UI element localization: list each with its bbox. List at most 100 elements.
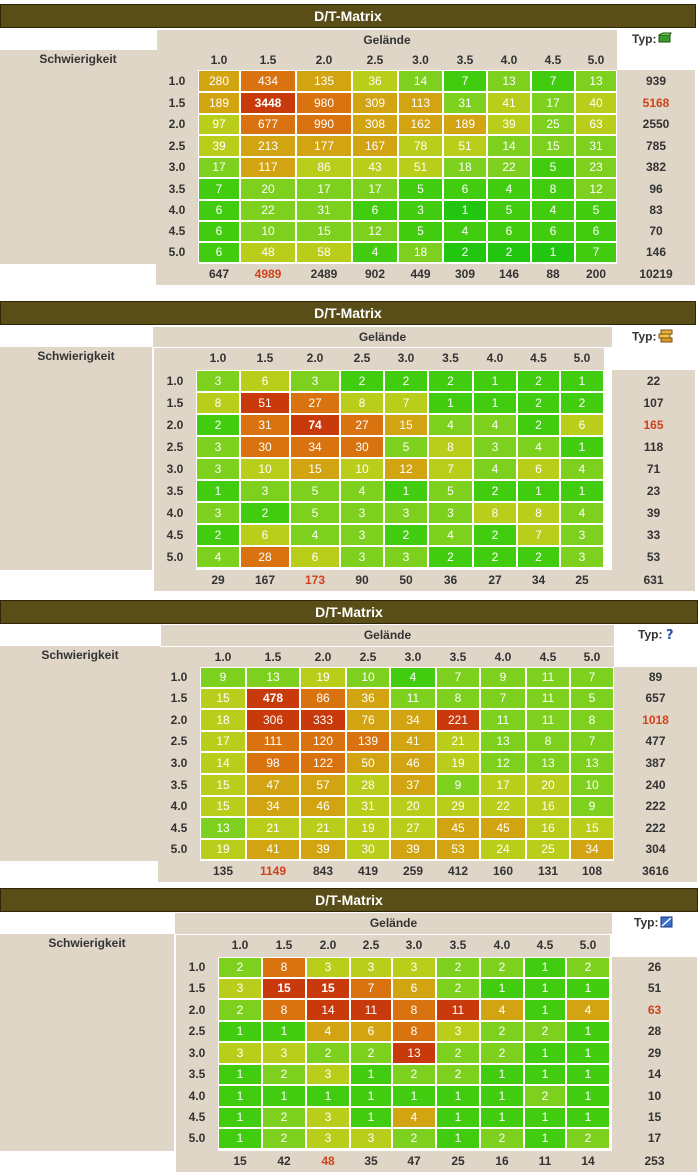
row-total: 240 (645, 778, 666, 792)
matrix-cell: 53 (436, 839, 480, 860)
matrix-cell: 8 (531, 178, 575, 200)
matrix-cell: 45 (436, 817, 480, 839)
matrix-cell: 15 (290, 458, 340, 480)
matrix-cell: 1 (566, 1021, 610, 1042)
difficulty-row-header: 4.0 (166, 506, 184, 520)
matrix-cell: 3 (306, 957, 350, 978)
row-total: 477 (645, 734, 666, 748)
row-total: 39 (646, 506, 661, 520)
matrix-cell: 1 (443, 200, 487, 221)
matrix-cell: 19 (300, 667, 346, 688)
matrix-cell: 39 (487, 114, 531, 135)
column-total: 843 (312, 864, 334, 878)
matrix-cell: 167 (352, 135, 398, 157)
matrix-cell: 135 (296, 70, 352, 92)
matrix-cell: 2 (473, 546, 517, 568)
matrix-cell: 17 (352, 178, 398, 200)
matrix-cell: 58 (296, 242, 352, 263)
column-totals-band (176, 1151, 697, 1172)
matrix-cell: 7 (575, 242, 617, 263)
matrix-cell: 3 (436, 1021, 480, 1042)
matrix-cell: 6 (290, 546, 340, 568)
row-total: 939 (645, 74, 667, 88)
matrix-cell: 1 (560, 480, 604, 502)
matrix-cell: 22 (480, 796, 526, 817)
matrix-cell: 8 (392, 999, 436, 1021)
matrix-cell: 10 (340, 458, 384, 480)
matrix-cell: 3 (428, 502, 473, 524)
difficulty-row-header: 5.0 (166, 550, 184, 564)
matrix-title: D/T-Matrix (0, 301, 696, 325)
difficulty-axis-label: Schwierigkeit (37, 349, 115, 363)
matrix-cell: 3 (196, 502, 240, 524)
matrix-cell: 18 (398, 242, 443, 263)
row-totals-band (612, 957, 697, 1151)
terrain-column-header: 2.5 (366, 53, 384, 67)
column-header-band (154, 348, 604, 370)
matrix-cell: 51 (240, 392, 290, 414)
matrix-cell: 76 (346, 709, 390, 731)
matrix-cell: 86 (300, 688, 346, 709)
mystery-cache-icon: ? (664, 627, 676, 644)
matrix-cell: 31 (443, 92, 487, 114)
matrix-cell: 41 (487, 92, 531, 114)
difficulty-row-header: 2.0 (188, 1003, 206, 1017)
column-total: 160 (492, 864, 514, 878)
matrix-cell: 1 (560, 436, 604, 458)
dt-matrix-panel: D/T-Matrix Schwierigkeit Gelände Typ: 1.0 1.5… (0, 301, 696, 592)
row-total: 222 (645, 799, 666, 813)
matrix-cell: 11 (350, 999, 392, 1021)
matrix-cell: 4 (340, 480, 384, 502)
matrix-cell: 7 (384, 392, 428, 414)
matrix-cell: 1 (473, 370, 517, 392)
matrix-cell: 221 (436, 709, 480, 731)
svg-text:?: ? (666, 628, 674, 641)
difficulty-row-header: 5.0 (170, 842, 188, 856)
matrix-cell: 51 (443, 135, 487, 157)
difficulty-row-header: 3.5 (170, 778, 188, 792)
column-total: 50 (399, 573, 413, 587)
matrix-cell: 1 (306, 1085, 350, 1107)
matrix-cell: 5 (531, 157, 575, 178)
difficulty-row-header: 2.0 (170, 713, 188, 727)
matrix-cell: 12 (480, 752, 526, 774)
matrix-cell: 1 (524, 999, 566, 1021)
matrix-cell: 17 (480, 774, 526, 796)
matrix-cell: 28 (346, 774, 390, 796)
matrix-cell: 10 (346, 667, 390, 688)
row-header-band (156, 70, 198, 264)
matrix-cell: 19 (200, 839, 246, 860)
matrix-cell: 34 (390, 709, 436, 731)
column-total: 47 (407, 1154, 421, 1168)
terrain-column-header: 2.0 (319, 938, 337, 952)
matrix-cell: 2 (340, 370, 384, 392)
row-total: 387 (645, 756, 666, 770)
matrix-cell: 13 (570, 752, 614, 774)
matrix-cell: 98 (246, 752, 300, 774)
matrix-cell: 15 (306, 978, 350, 999)
matrix-cell: 14 (306, 999, 350, 1021)
difficulty-row-header: 1.0 (168, 74, 186, 88)
traditional-cache-icon (658, 32, 673, 47)
matrix-cell: 677 (240, 114, 296, 135)
matrix-cell: 3 (340, 546, 384, 568)
matrix-cell: 5 (570, 688, 614, 709)
difficulty-row-header: 5.0 (168, 245, 186, 259)
matrix-cell: 3 (306, 1064, 350, 1085)
terrain-column-header: 2.0 (315, 53, 333, 67)
matrix-cell: 25 (526, 839, 570, 860)
column-header-band (156, 50, 617, 70)
matrix-cell: 37 (390, 774, 436, 796)
terrain-column-header: 1.0 (231, 938, 249, 952)
matrix-cell: 19 (346, 817, 390, 839)
matrix-cell: 4 (560, 458, 604, 480)
matrix-cell: 41 (246, 839, 300, 860)
matrix-cell: 31 (296, 200, 352, 221)
matrix-cell: 2 (196, 414, 240, 436)
matrix-cell: 1 (262, 1085, 306, 1107)
column-total: 146 (498, 267, 520, 281)
matrix-cell: 15 (200, 688, 246, 709)
matrix-cell: 2 (262, 1107, 306, 1128)
row-total: 63 (647, 1003, 662, 1017)
matrix-cell: 11 (526, 667, 570, 688)
